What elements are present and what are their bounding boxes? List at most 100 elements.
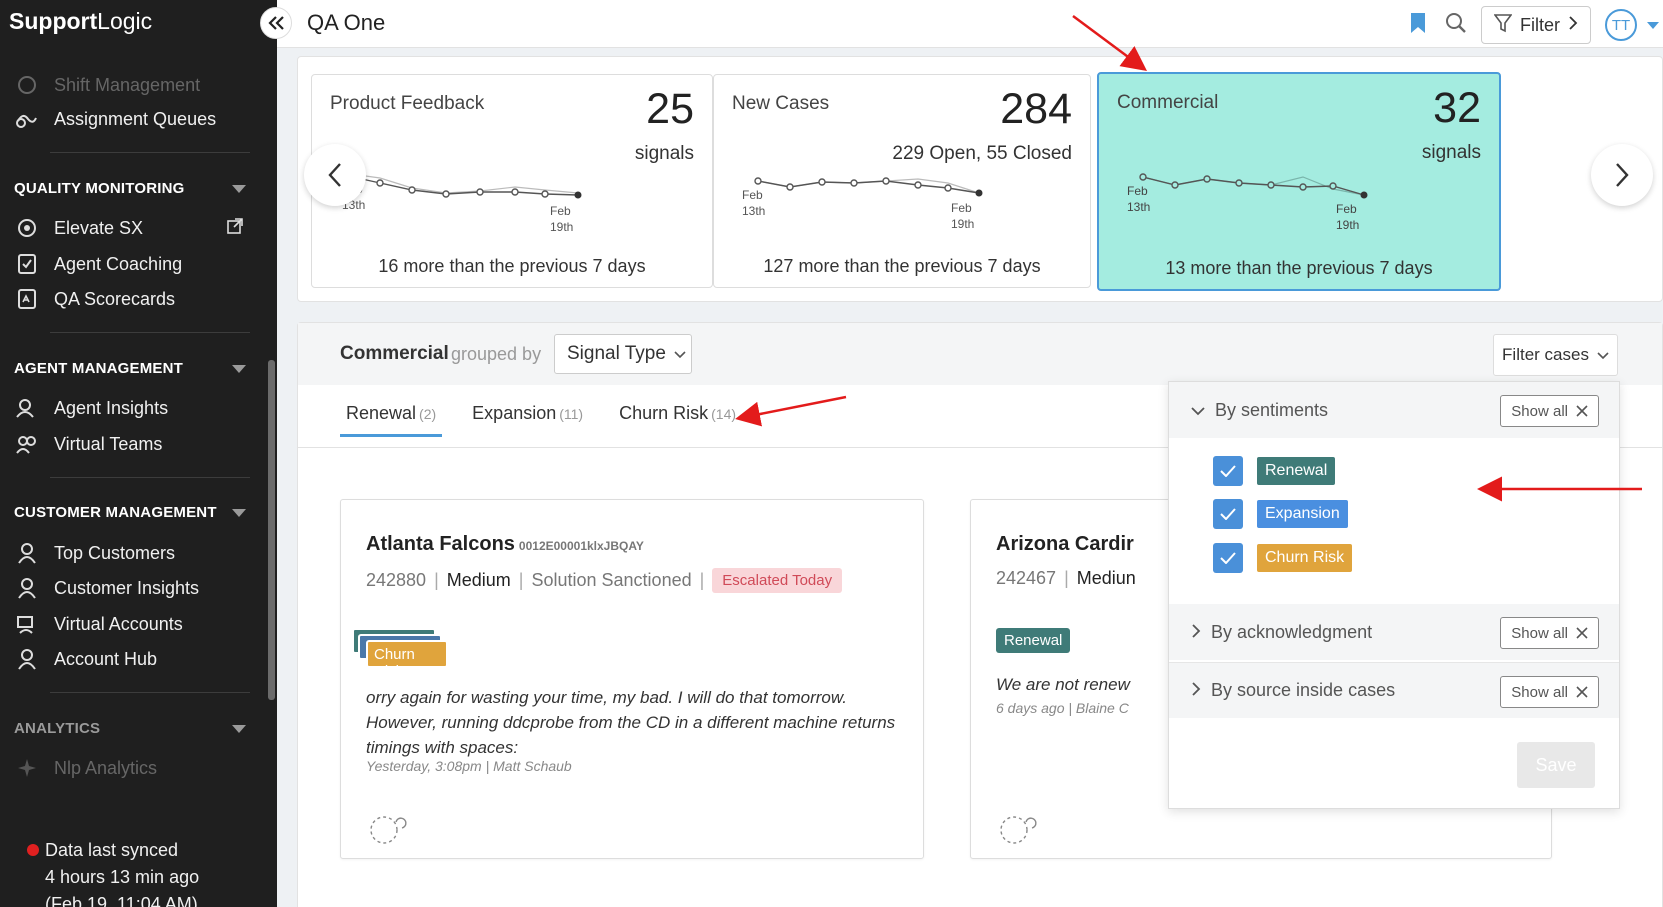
section-analytics[interactable]: ANALYTICS (14, 720, 246, 737)
chevron-right-icon (1191, 680, 1201, 701)
sidebar: SupportLogic Shift Management Assignment… (0, 0, 277, 907)
customer-name[interactable]: Arizona Cardir (996, 533, 1134, 555)
acknowledge-icon[interactable] (998, 812, 1042, 851)
divider (298, 447, 1662, 448)
summary-card-new-cases[interactable]: Feb 13th Feb 19th New Cases 284 229 Open… (713, 74, 1091, 288)
sidebar-item-account-hub[interactable]: Account Hub (14, 644, 254, 674)
tab-churn-risk[interactable]: Churn Risk (14) (619, 403, 737, 423)
churn-risk-badge: Churn Risk (366, 640, 448, 680)
case-number[interactable]: 242467 (996, 568, 1057, 588)
show-all-button[interactable]: Show all (1500, 395, 1599, 427)
status-dot (27, 844, 39, 856)
spark-end-day: 19th (1336, 218, 1359, 232)
sidebar-item-agent-insights[interactable]: Agent Insights (14, 393, 254, 423)
checkbox-checked[interactable] (1213, 499, 1243, 529)
section-customer-management[interactable]: CUSTOMER MANAGEMENT (14, 504, 246, 521)
customer-id: 0012E00001klxJBQAY (518, 539, 644, 553)
show-all-button[interactable]: Show all (1500, 617, 1599, 649)
acknowledge-icon[interactable] (368, 812, 412, 851)
chevron-down-icon (1191, 400, 1205, 421)
filter-group-sentiments[interactable]: By sentiments Show all (1169, 382, 1619, 438)
chevron-down-icon (1597, 345, 1609, 365)
card-title: New Cases (732, 93, 830, 114)
case-meta: 242880 | Medium | Solution Sanctioned | Esc… (366, 568, 843, 593)
case-card[interactable]: Atlanta Falcons 0012E00001klxJBQAY 242880… (340, 499, 924, 859)
chevron-down-icon (674, 343, 686, 365)
divider (50, 332, 250, 333)
summary-card-product-feedback[interactable]: Feb 13th Feb 19th Product Feedback 25 si… (311, 74, 713, 288)
collapse-sidebar-button[interactable] (260, 7, 292, 39)
bookmark-icon[interactable] (1409, 12, 1427, 39)
next-card-button[interactable] (1591, 144, 1653, 206)
filter-option-churn-risk[interactable]: Churn Risk (1213, 543, 1353, 573)
card-title: Commercial (1117, 92, 1219, 113)
section-quality-monitoring[interactable]: QUALITY MONITORING (14, 180, 246, 197)
card-subtitle: signals (1421, 142, 1481, 163)
checkbox-checked[interactable] (1213, 456, 1243, 486)
caret-down-icon (232, 508, 246, 517)
signal-quote: We are not renew (996, 675, 1130, 694)
spark-start-month: Feb (742, 188, 763, 202)
filter-option-renewal[interactable]: Renewal (1213, 456, 1336, 486)
sidebar-item-assignment-queues[interactable]: Assignment Queues (14, 104, 254, 134)
signal-stack[interactable]: Churn Risk (352, 628, 452, 680)
caret-down-icon[interactable] (1647, 21, 1659, 29)
cases-header: Commercial grouped by Signal Type Filter… (298, 323, 1662, 385)
avatar[interactable]: TT (1605, 9, 1637, 41)
save-button[interactable]: Save (1517, 742, 1595, 788)
sidebar-item-top-customers[interactable]: Top Customers (14, 538, 254, 568)
close-icon (1576, 405, 1588, 417)
filter-button[interactable]: Filter (1481, 6, 1591, 44)
user-icon (14, 540, 40, 566)
case-priority: Mediun (1076, 568, 1136, 588)
filter-cases-button[interactable]: Filter cases (1493, 334, 1618, 376)
coaching-icon (14, 251, 40, 277)
scorecard-icon (14, 286, 40, 312)
spark-end-month: Feb (1336, 202, 1357, 216)
sidebar-item-shift-management[interactable]: Shift Management (14, 70, 254, 100)
sidebar-item-virtual-teams[interactable]: Virtual Teams (14, 429, 254, 459)
filter-group-acknowledgment[interactable]: By acknowledgment Show all (1169, 604, 1619, 660)
checkbox-checked[interactable] (1213, 543, 1243, 573)
summary-card-commercial[interactable]: Feb 13th Feb 19th Commercial 32 signals … (1097, 72, 1501, 291)
sparkle-icon (14, 755, 40, 781)
group-by-select[interactable]: Signal Type (554, 334, 692, 374)
section-agent-management[interactable]: AGENT MANAGEMENT (14, 360, 246, 377)
sidebar-item-nlp-analytics[interactable]: Nlp Analytics (14, 753, 254, 783)
user-icon (14, 575, 40, 601)
card-subtitle: signals (634, 143, 694, 164)
filter-option-expansion[interactable]: Expansion (1213, 499, 1348, 529)
divider (50, 692, 250, 693)
show-all-button[interactable]: Show all (1500, 676, 1599, 708)
signal-quote: orry again for wasting your time, my bad… (366, 688, 896, 757)
caret-down-icon (232, 724, 246, 733)
sidebar-item-elevate-sx[interactable]: Elevate SX (14, 213, 254, 243)
quote-meta: 6 days ago | Blaine C (996, 700, 1129, 716)
virtual-accounts-icon (14, 611, 40, 637)
customer-name[interactable]: Atlanta Falcons 0012E00001klxJBQAY (366, 533, 644, 555)
summary-cards-strip: Feb 13th Feb 19th Product Feedback 25 si… (297, 56, 1663, 302)
sidebar-item-virtual-accounts[interactable]: Virtual Accounts (14, 609, 254, 639)
tab-expansion[interactable]: Expansion (11) (472, 403, 584, 423)
signal-tabs: Renewal (2) Expansion (11) Churn Risk (14) (340, 403, 742, 437)
sidebar-item-agent-coaching[interactable]: Agent Coaching (14, 249, 254, 279)
sidebar-item-customer-insights[interactable]: Customer Insights (14, 573, 254, 603)
header-actions: Filter TT (1409, 6, 1663, 44)
tab-renewal[interactable]: Renewal (2) (340, 403, 443, 437)
card-number: 32 (1433, 84, 1481, 132)
case-status: Solution Sanctioned (531, 570, 692, 590)
close-icon (1576, 627, 1588, 639)
filter-cases-panel: By sentiments Show all Renewal Expansion… (1168, 381, 1620, 809)
quote-meta: Yesterday, 3:08pm | Matt Schaub (366, 758, 572, 774)
external-link-icon[interactable] (226, 217, 244, 240)
brand-logo[interactable]: SupportLogic (9, 8, 153, 34)
spark-end-month: Feb (951, 201, 972, 215)
prev-card-button[interactable] (304, 144, 366, 206)
case-number[interactable]: 242880 (366, 570, 427, 590)
spark-start-month: Feb (1127, 184, 1148, 198)
elevate-icon (14, 215, 40, 241)
sidebar-scrollbar[interactable] (268, 360, 275, 700)
filter-group-source[interactable]: By source inside cases Show all (1169, 662, 1619, 718)
sidebar-item-qa-scorecards[interactable]: QA Scorecards (14, 284, 254, 314)
search-icon[interactable] (1445, 12, 1467, 39)
